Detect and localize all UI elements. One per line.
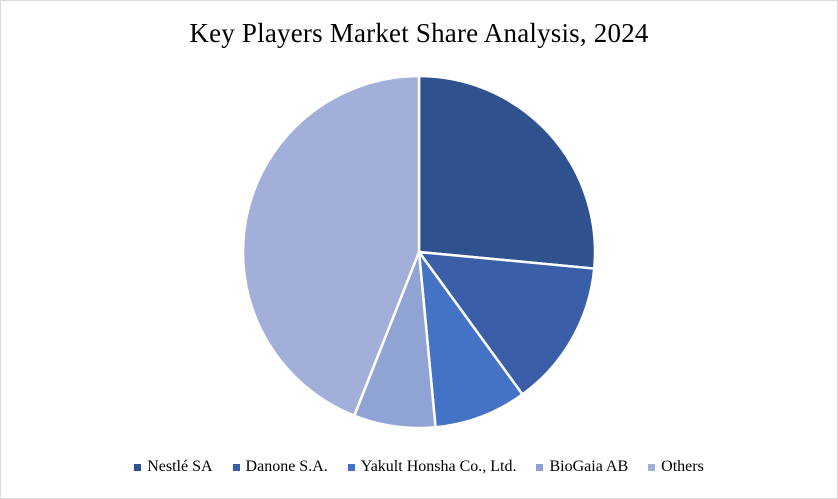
legend-label: Danone S.A. xyxy=(245,458,328,475)
legend-item-yakult-honsha-co-ltd: Yakult Honsha Co., Ltd. xyxy=(347,458,517,476)
pie-slices xyxy=(241,74,597,430)
legend-label: Nestlé SA xyxy=(147,458,213,475)
legend-swatch xyxy=(232,463,240,471)
legend-swatch xyxy=(536,463,544,471)
legend-item-nestl-sa: Nestlé SA xyxy=(134,458,213,476)
legend-label: BioGaia AB xyxy=(549,458,629,475)
legend-item-biogaia-ab: BioGaia AB xyxy=(536,458,628,476)
pie-slice-yakult-honsha-co-ltd xyxy=(417,250,524,429)
legend-swatch xyxy=(134,463,142,471)
chart-title: Key Players Market Share Analysis, 2024 xyxy=(189,18,649,48)
legend-swatch xyxy=(648,463,656,471)
legend-swatch xyxy=(347,463,355,471)
legend-label: Others xyxy=(661,458,704,475)
pie-slice-danone-s-a xyxy=(417,250,596,396)
chart-legend: Nestlé SA Danone S.A. Yakult Honsha Co., L… xyxy=(0,458,838,476)
legend-item-others: Others xyxy=(648,458,704,476)
legend-item-danone-s-a: Danone S.A. xyxy=(232,458,328,476)
pie-slice-others xyxy=(241,74,421,417)
pie-slice-nestl-sa xyxy=(417,74,597,270)
legend-label: Yakult Honsha Co., Ltd. xyxy=(360,458,517,475)
